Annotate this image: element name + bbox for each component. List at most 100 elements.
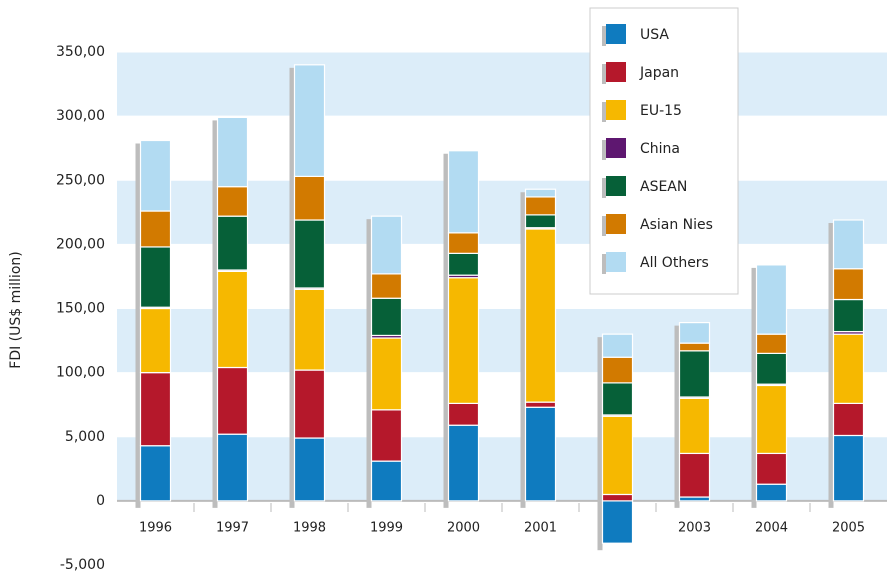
bar-segment — [216, 270, 249, 369]
y-tick-label: 250,00 — [56, 172, 105, 188]
bar-shadow — [212, 120, 218, 508]
legend-label: ASEAN — [640, 179, 687, 195]
bar-segment — [139, 246, 172, 308]
bar-segment — [678, 322, 711, 344]
bar-segment — [293, 219, 326, 289]
legend-shadow — [602, 102, 606, 122]
bar-segment — [832, 402, 865, 437]
bar-segment — [370, 460, 403, 502]
bar-segment — [293, 64, 326, 178]
legend-shadow — [602, 64, 606, 84]
bar-segment — [447, 150, 480, 234]
y-tick-label: 350,00 — [56, 44, 105, 60]
legend-swatch — [606, 62, 626, 82]
bar-segment — [370, 297, 403, 337]
x-tick-label: 1996 — [139, 521, 172, 536]
bar-shadow — [135, 143, 141, 508]
bar-segment — [370, 337, 403, 411]
bar-segment — [678, 350, 711, 398]
bar-segment — [216, 215, 249, 271]
y-tick-label: 150,00 — [56, 301, 105, 317]
legend-swatch — [606, 252, 626, 272]
y-axis-label: FDI (US$ million) — [8, 251, 24, 368]
bar-segment — [293, 369, 326, 439]
bar-segment — [216, 116, 249, 188]
x-tick-label: 1998 — [293, 521, 326, 536]
bar-shadow — [443, 153, 449, 508]
bar-segment — [139, 139, 172, 212]
bar-segment — [447, 252, 480, 276]
bar-segment — [755, 264, 788, 335]
bar-segment — [370, 409, 403, 462]
legend-shadow — [602, 26, 606, 46]
bar-segment — [524, 196, 557, 216]
bar-segment — [293, 437, 326, 502]
legend-shadow — [602, 254, 606, 274]
bar-segment — [832, 219, 865, 270]
bar-segment — [216, 186, 249, 217]
bar-segment — [755, 483, 788, 502]
legend-label: Japan — [639, 65, 679, 81]
legend-swatch — [606, 214, 626, 234]
bar-segment — [293, 175, 326, 221]
bar-segment — [139, 210, 172, 248]
legend-label: All Others — [640, 255, 709, 271]
bar-segment — [139, 307, 172, 374]
legend-label: China — [640, 141, 680, 157]
bar-segment — [601, 356, 634, 384]
bar-segment — [447, 424, 480, 502]
bar-segment — [755, 384, 788, 455]
legend: USA Japan EU-15 China ASEAN Asian Nies All Oth… — [589, 7, 739, 295]
bar-segment — [601, 493, 634, 502]
x-tick-label: 1999 — [370, 521, 403, 536]
x-tick-label: 2005 — [832, 521, 865, 536]
bar-segment — [524, 406, 557, 502]
bar-shadow — [674, 325, 680, 508]
bar-segment — [447, 277, 480, 405]
bar-segment — [832, 333, 865, 405]
bar-segment — [755, 352, 788, 385]
bar-segment — [524, 401, 557, 408]
bar-segment — [447, 402, 480, 426]
bar-segment — [832, 268, 865, 301]
bar-segment — [139, 445, 172, 502]
bar-segment — [755, 333, 788, 354]
bar-segment — [755, 452, 788, 485]
legend-swatch — [606, 100, 626, 120]
bar-segment — [370, 273, 403, 299]
bar-shadow — [520, 192, 526, 508]
bar-shadow — [597, 337, 603, 551]
bar-shadow — [828, 223, 834, 508]
bar-segment — [601, 415, 634, 496]
legend-label: Asian Nies — [640, 217, 713, 233]
bar-segment — [139, 372, 172, 447]
bar-segment — [524, 228, 557, 403]
x-tick-label: 2001 — [524, 521, 557, 536]
bar-segment — [370, 215, 403, 275]
legend-label: EU-15 — [640, 103, 682, 119]
y-tick-label: 300,00 — [56, 108, 105, 124]
legend-swatch — [606, 24, 626, 44]
bar-segment — [832, 434, 865, 502]
grid-band — [117, 52, 887, 117]
y-tick-label: -5,000 — [60, 557, 105, 573]
bar-segment — [601, 382, 634, 416]
legend-shadow — [602, 178, 606, 198]
bar-shadow — [289, 67, 295, 508]
x-tick-label: 2000 — [447, 521, 480, 536]
bar-segment — [678, 452, 711, 498]
x-tick-label: 2004 — [755, 521, 788, 536]
bar-shadow — [751, 267, 757, 508]
bar-segment — [216, 433, 249, 502]
legend-label: USA — [640, 27, 669, 43]
bar-segment — [524, 214, 557, 229]
y-tick-label: 5,000 — [65, 429, 105, 445]
y-tick-label: 200,00 — [56, 236, 105, 252]
y-tick-label: 100,00 — [56, 365, 105, 381]
legend-swatch — [606, 176, 626, 196]
bar-segment — [678, 397, 711, 455]
bar-segment — [216, 366, 249, 435]
x-tick-label: 2003 — [678, 521, 711, 536]
bar-segment — [447, 232, 480, 254]
